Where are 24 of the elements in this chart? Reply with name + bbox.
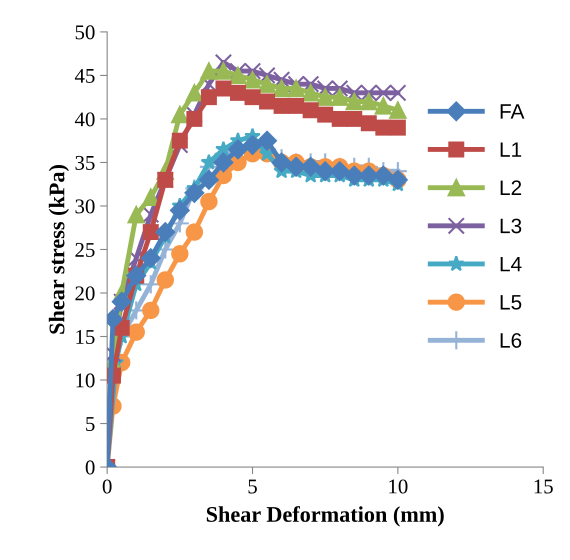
y-tick-label: 40 — [74, 112, 95, 126]
y-tick-label: 10 — [76, 373, 95, 388]
y-tick-label: 45 — [74, 68, 95, 83]
legend-label: L3 — [500, 218, 522, 234]
y-axis-title: Shear stress (kPa) — [48, 165, 69, 334]
legend-label: L1 — [500, 142, 522, 157]
legend-label: L6 — [500, 333, 522, 348]
y-tick-label: 25 — [75, 242, 95, 257]
x-tick-label: 10 — [389, 479, 408, 494]
y-tick-label: 15 — [76, 330, 95, 344]
y-tick-label: 30 — [76, 199, 95, 214]
legend-label: L5 — [500, 295, 522, 310]
y-tick-label: 35 — [76, 156, 95, 170]
x-axis-title: Shear Deformation (mm) — [206, 506, 444, 526]
y-tick-label: 5 — [86, 417, 95, 431]
y-tick-label: 0 — [86, 460, 95, 474]
x-tick-label: 5 — [248, 480, 257, 494]
legend-label: L4 — [500, 256, 522, 272]
y-tick-label: 50 — [76, 25, 95, 40]
legend-label: FA — [500, 104, 524, 119]
x-tick-label: 0 — [102, 479, 112, 494]
y-tick-label: 20 — [75, 286, 95, 300]
x-tick-label: 15 — [534, 480, 553, 494]
legend-label: L2 — [500, 180, 522, 195]
